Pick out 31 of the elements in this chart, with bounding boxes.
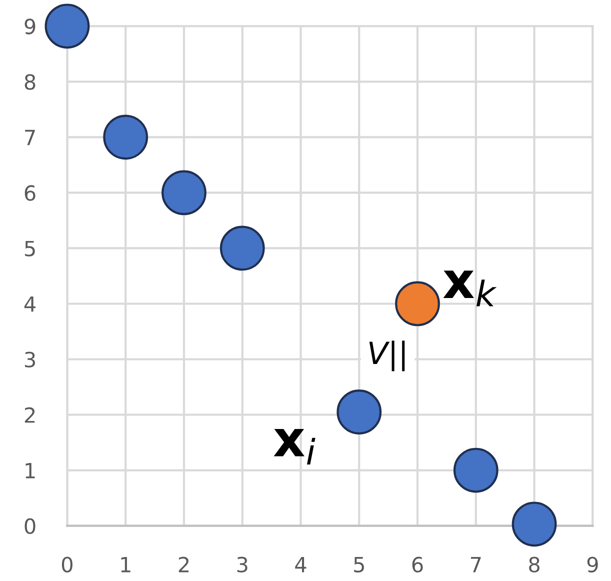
x-tick-label: 1	[121, 557, 130, 572]
y-tick-label: 3	[24, 352, 35, 368]
x-tick-label: 8	[529, 556, 540, 572]
annotation: x$_{i}$	[274, 428, 316, 464]
y-tick-label: 4	[24, 296, 36, 312]
y-tick-label: 8	[24, 74, 36, 90]
point	[453, 448, 498, 493]
x-tick-label: 4	[295, 557, 306, 572]
y-tick-label: 1	[26, 463, 35, 478]
x-tick-label: 6	[412, 556, 423, 572]
x-tick-label: 9	[587, 556, 598, 572]
point	[512, 502, 557, 547]
point	[44, 4, 90, 49]
x-tick-label: 5	[354, 557, 364, 572]
x-tick-label: 2	[178, 556, 189, 572]
annotation: x$_{k}$	[443, 270, 497, 306]
y-tick-label: 7	[25, 130, 35, 146]
y-tick-label: 6	[24, 185, 36, 201]
x-tick-label: 3	[237, 556, 248, 572]
y-tick-label: 2	[24, 407, 35, 423]
y-tick-label: 0	[24, 518, 36, 534]
point	[395, 281, 440, 326]
x-tick-label: 7	[470, 557, 481, 572]
annotation: V||	[369, 340, 405, 372]
x-tick-label: 0	[62, 556, 72, 572]
point	[336, 390, 382, 434]
y-tick-label: 9	[24, 18, 36, 34]
point	[103, 114, 148, 160]
point	[220, 226, 265, 271]
y-tick-label: 5	[25, 240, 35, 256]
point	[162, 170, 206, 216]
